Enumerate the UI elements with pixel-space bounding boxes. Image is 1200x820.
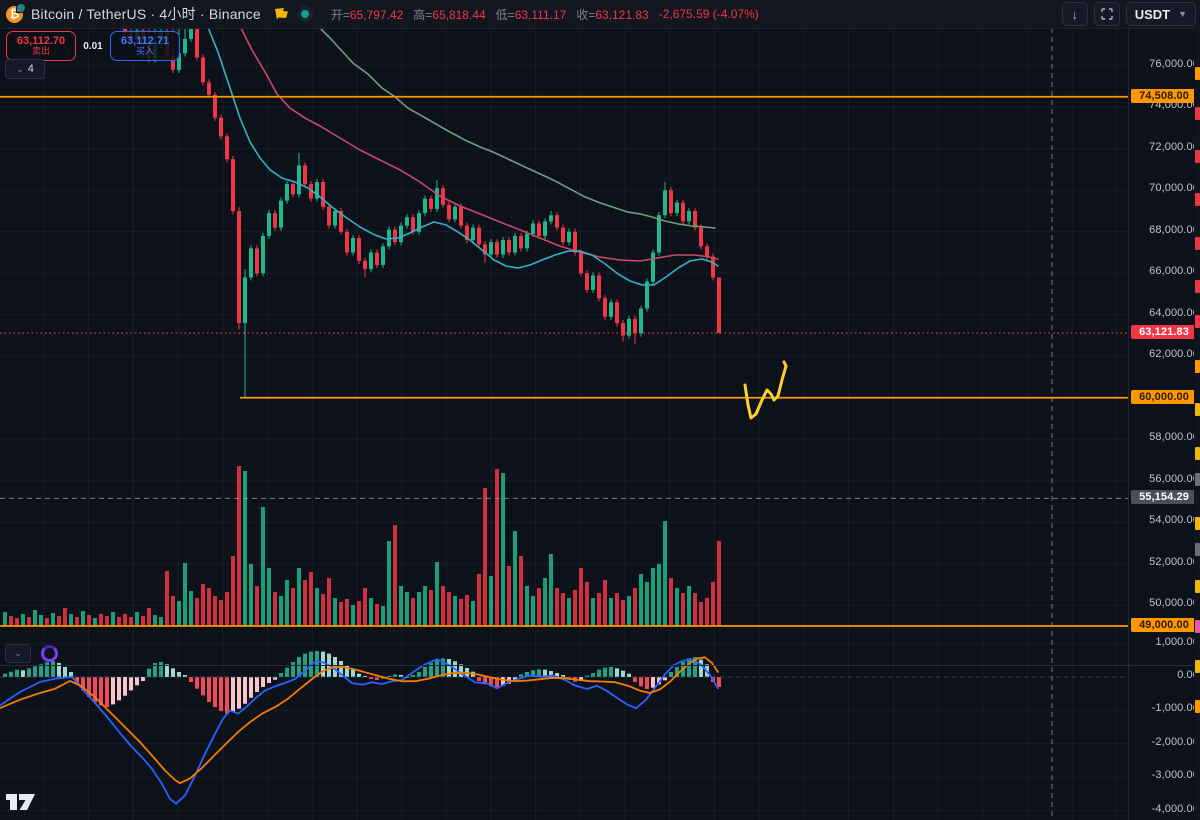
close-label: 收= (576, 7, 596, 22)
price-tick: 72,000.00 (1149, 140, 1199, 153)
bitcoin-logo-icon: ₿ (6, 2, 26, 23)
chevron-down-icon: ⌄ (14, 648, 22, 658)
price-tick: 50,000.00 (1149, 597, 1199, 610)
market-status-icon[interactable] (296, 6, 313, 22)
price-tick: 70,000.00 (1149, 182, 1199, 195)
tradingview-logo[interactable] (5, 789, 37, 813)
fullscreen-icon (1100, 8, 1113, 20)
price-tick: 68,000.00 (1149, 223, 1199, 236)
sell-price: 63,112.70 (16, 34, 66, 47)
edge-marker (1195, 517, 1200, 530)
low-value: 63,111.17 (514, 7, 567, 22)
low-label: 低= (495, 7, 515, 22)
spread-value: 0.01 (83, 40, 103, 52)
price-tick: 66,000.00 (1149, 265, 1199, 278)
chevron-down-icon: ⌄ (16, 63, 24, 74)
edge-marker (1195, 543, 1200, 556)
chevron-down-icon: ▼ (1178, 9, 1187, 19)
arrow-down-icon: ↓ (1071, 6, 1078, 22)
edge-marker (1195, 67, 1200, 80)
high-value: 65,818.44 (432, 7, 486, 22)
price-chart[interactable] (0, 28, 1128, 820)
macd-tick: 0.00 (1177, 669, 1199, 681)
high-label: 高= (413, 7, 433, 22)
sell-label: 卖出 (31, 46, 50, 57)
level-label-74508[interactable]: 74,508.00 (1131, 88, 1197, 103)
download-button[interactable]: ↓ (1061, 2, 1088, 26)
price-tick: 58,000.00 (1149, 431, 1199, 444)
edge-marker (1195, 315, 1200, 328)
toolbar-actions: ↓ USDT ▼ (1061, 2, 1200, 26)
pane-separator[interactable] (0, 665, 1200, 666)
sell-button[interactable]: 63,112.70 卖出 (6, 31, 76, 61)
open-value: 65,797.42 (349, 7, 404, 22)
macd-tick: -4,000.00 (1151, 802, 1199, 815)
price-axis[interactable]: 76,000.00 74,000.00 72,000.00 70,000.00 68,0… (1128, 28, 1200, 820)
price-tick: 52,000.00 (1149, 555, 1199, 568)
edge-marker (1195, 620, 1200, 633)
currency-label: USDT (1134, 6, 1171, 22)
edge-marker (1195, 280, 1200, 293)
interval-value: 4 (27, 63, 34, 75)
macd-tick: -3,000.00 (1151, 769, 1199, 782)
pane-collapse-widget[interactable]: ⌄ 4 (5, 59, 45, 79)
edge-marker (1195, 107, 1200, 120)
symbol-info: ₿ Bitcoin / TetherUS · 4小时 · Binance 开=6… (0, 2, 759, 24)
macd-collapse-button[interactable]: ⌄ (5, 644, 31, 663)
edge-marker (1195, 237, 1200, 250)
level-label-60000[interactable]: 60,000.00 (1131, 389, 1197, 404)
fullscreen-button[interactable] (1093, 2, 1120, 26)
chart-canvas[interactable] (0, 28, 1128, 820)
edge-marker (1195, 447, 1200, 460)
logo-badge-icon (16, 2, 26, 13)
trade-widget: 63,112.70 卖出 0.01 63,112.71 买入 (6, 31, 180, 61)
edge-marker (1195, 580, 1200, 593)
change-value: -2,675.59 (-4.07%) (658, 7, 759, 21)
flag-icon[interactable] (274, 8, 289, 20)
edge-marker (1195, 150, 1200, 163)
price-tick: 62,000.00 (1149, 348, 1199, 361)
edge-marker (1195, 660, 1200, 673)
macd-tick: -1,000.00 (1151, 702, 1199, 715)
macd-loading-spinner-icon (41, 645, 58, 662)
edge-marker (1195, 360, 1200, 373)
edge-marker (1195, 403, 1200, 416)
close-value: 63,121.83 (595, 7, 649, 22)
buy-price: 63,112.71 (120, 34, 170, 47)
top-toolbar: ₿ Bitcoin / TetherUS · 4小时 · Binance 开=6… (0, 0, 1200, 29)
macd-tick: 1,000.00 (1155, 635, 1199, 648)
ohlc-readout: 开=65,797.42 高=65,818.44 低=63,111.17 收=63… (331, 6, 759, 23)
edge-marker (1195, 193, 1200, 206)
price-tick: 54,000.00 (1149, 514, 1199, 527)
buy-button[interactable]: 63,112.71 买入 (110, 31, 180, 61)
symbol-title[interactable]: Bitcoin / TetherUS · 4小时 · Binance (31, 6, 261, 22)
screen-edge-markers (1194, 28, 1200, 820)
price-tick: 56,000.00 (1149, 472, 1199, 485)
bitcoin-glyph: ₿ (9, 7, 20, 21)
level-label-49000[interactable]: 49,000.00 (1131, 618, 1197, 633)
open-label: 开= (330, 7, 350, 22)
currency-selector[interactable]: USDT ▼ (1125, 2, 1196, 26)
last-price-label: 63,121.83 (1131, 325, 1197, 339)
buy-label: 买入 (135, 46, 154, 57)
edge-marker (1195, 700, 1200, 713)
macd-tick: -2,000.00 (1151, 735, 1199, 748)
price-tick: 64,000.00 (1149, 306, 1199, 319)
edge-marker (1195, 473, 1200, 486)
crosshair-price-label: 55,154.29 (1131, 490, 1197, 505)
price-tick: 76,000.00 (1149, 57, 1199, 70)
